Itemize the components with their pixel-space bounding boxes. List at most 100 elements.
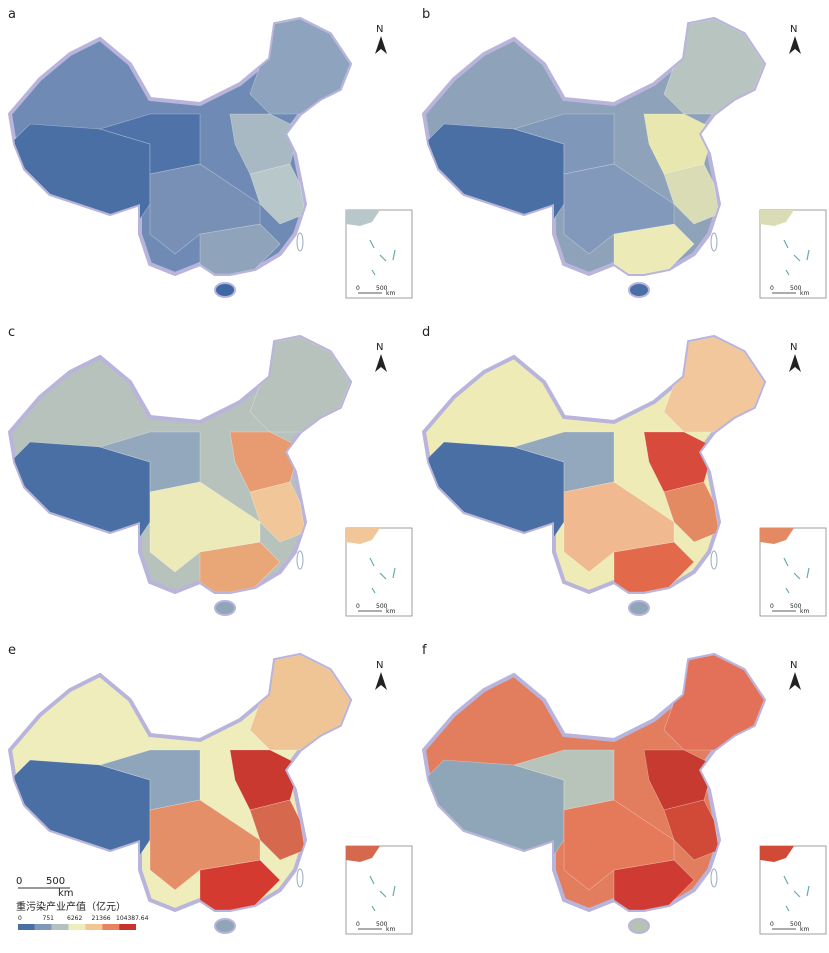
inset-scale-zero: 0 xyxy=(356,285,360,292)
taiwan xyxy=(710,232,718,252)
province-group xyxy=(663,19,764,115)
taiwan xyxy=(710,868,718,888)
province-group xyxy=(563,163,675,255)
province-group xyxy=(613,223,695,274)
inset-scale-zero: 0 xyxy=(356,603,360,610)
north-arrow xyxy=(375,36,387,54)
scale-zero: 0 xyxy=(16,876,22,887)
province-group xyxy=(149,481,261,573)
inset-islands xyxy=(369,875,396,912)
north-label: N xyxy=(376,660,383,671)
inset-coast xyxy=(346,528,380,544)
legend-swatch xyxy=(34,924,52,930)
inset-scale-unit: km xyxy=(386,290,395,297)
hainan xyxy=(214,282,236,298)
province-group xyxy=(199,223,281,274)
taiwan xyxy=(296,868,304,888)
legend: 0 500 km 重污染产业产值（亿元） 0 751 6262 21366 104387… xyxy=(16,876,149,930)
inset-scale-mid: 500 xyxy=(790,285,802,292)
legend-swatch xyxy=(51,924,69,930)
province-group xyxy=(663,337,764,433)
inset-scale-mid: 500 xyxy=(376,603,388,610)
inset-coast xyxy=(760,846,794,862)
north-arrow xyxy=(375,672,387,690)
province-group xyxy=(149,163,261,255)
provinces xyxy=(424,19,764,274)
inset-scale-mid: 500 xyxy=(376,921,388,928)
north-label: N xyxy=(790,24,797,35)
map xyxy=(421,334,767,616)
inset-islands xyxy=(783,875,810,912)
provinces xyxy=(10,337,350,592)
inset-islands xyxy=(783,557,810,594)
inset-scale-mid: 500 xyxy=(790,921,802,928)
taiwan xyxy=(710,550,718,570)
province-group xyxy=(249,655,350,751)
provinces xyxy=(10,655,350,910)
legend-label: 21366 xyxy=(92,915,111,922)
legend-swatch xyxy=(102,924,120,930)
legend-label: 104387.64 xyxy=(116,915,149,922)
map xyxy=(7,334,353,616)
province-group xyxy=(563,799,675,891)
provinces xyxy=(424,337,764,592)
panel-label: d xyxy=(422,325,430,340)
map xyxy=(7,652,353,934)
inset-scale-unit: km xyxy=(386,926,395,933)
scale-mid: 500 xyxy=(46,876,65,887)
hainan xyxy=(628,600,650,616)
province-group xyxy=(10,441,151,538)
province-group xyxy=(249,337,350,433)
province-group xyxy=(563,481,675,573)
hainan xyxy=(214,600,236,616)
inset-scale-mid: 500 xyxy=(790,603,802,610)
legend-swatch xyxy=(68,924,86,930)
province-group xyxy=(424,441,565,538)
panel-label: c xyxy=(8,325,15,340)
inset-islands xyxy=(369,557,396,594)
legend-label: 751 xyxy=(43,915,55,922)
provinces xyxy=(424,655,764,910)
inset-coast xyxy=(760,528,794,544)
legend-label: 0 xyxy=(18,915,22,922)
inset-scale-unit: km xyxy=(800,608,809,615)
map xyxy=(421,16,767,298)
inset-coast xyxy=(346,846,380,862)
inset-islands xyxy=(783,239,810,276)
legend-swatch xyxy=(18,924,35,930)
inset-scale-zero: 0 xyxy=(770,921,774,928)
north-arrow xyxy=(789,354,801,372)
panel-label: e xyxy=(8,643,16,658)
hainan xyxy=(214,918,236,934)
panel-label: a xyxy=(8,7,16,22)
province-group xyxy=(249,19,350,115)
legend-title: 重污染产业产值（亿元） xyxy=(16,900,126,913)
inset-scale-unit: km xyxy=(800,926,809,933)
inset-scale-zero: 0 xyxy=(356,921,360,928)
legend-label: 6262 xyxy=(67,915,82,922)
province-group xyxy=(149,799,261,891)
taiwan xyxy=(296,232,304,252)
inset-coast xyxy=(346,210,380,226)
north-label: N xyxy=(790,342,797,353)
panel-label: f xyxy=(422,643,427,658)
inset-coast xyxy=(760,210,794,226)
taiwan xyxy=(296,550,304,570)
map xyxy=(7,16,353,298)
north-arrow xyxy=(789,672,801,690)
province-group xyxy=(663,655,764,751)
legend-swatch xyxy=(85,924,103,930)
